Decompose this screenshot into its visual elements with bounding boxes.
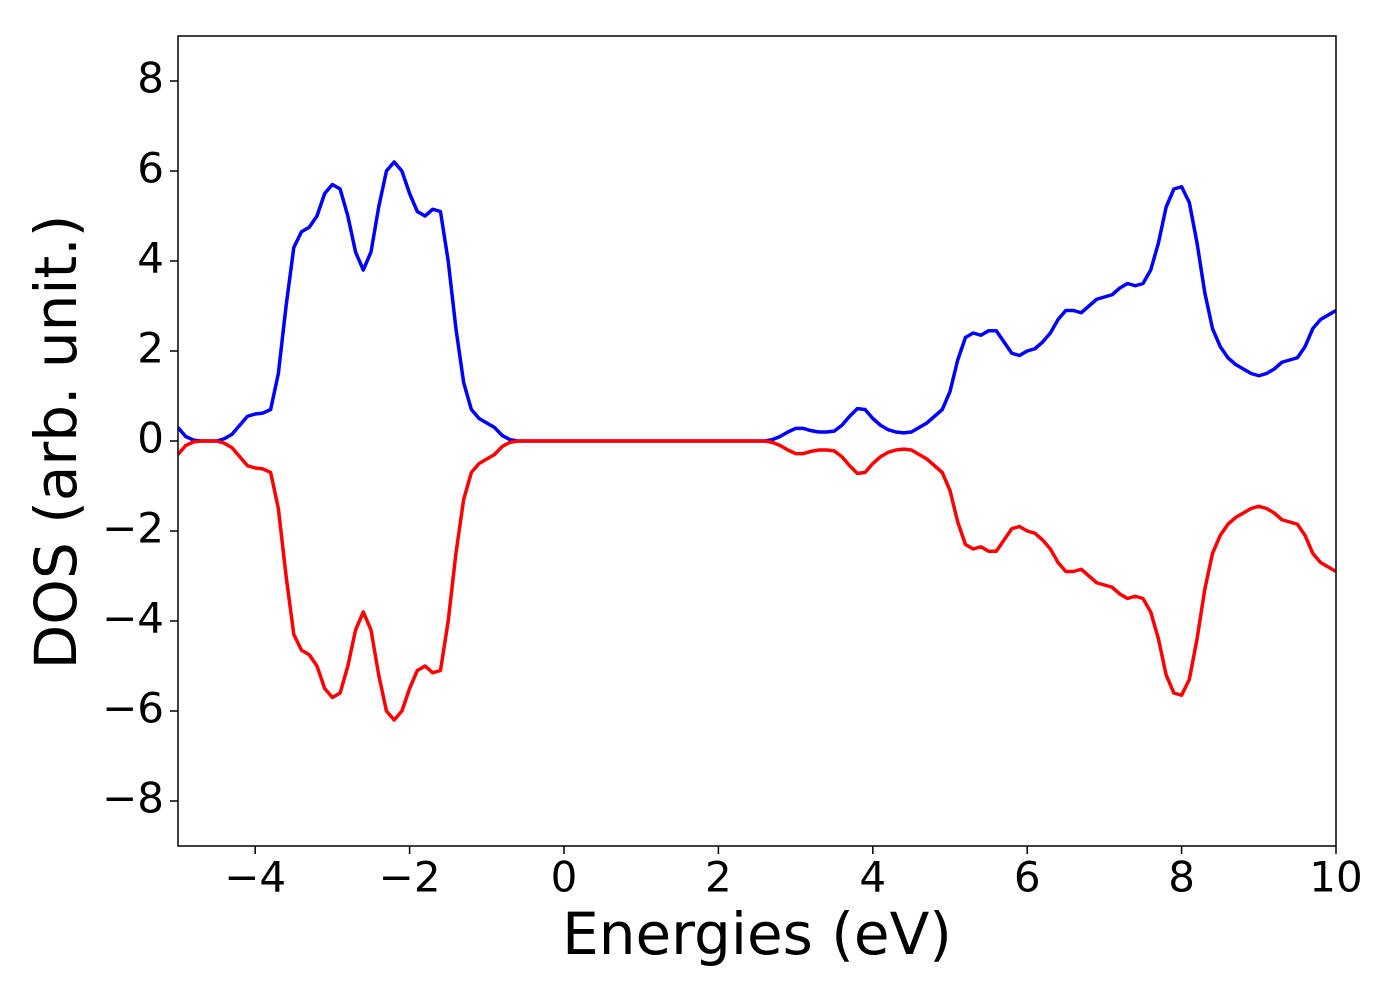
x-axis-label: Energies (eV) [562, 900, 952, 968]
plot-frame [177, 35, 1337, 847]
y-axis-label: DOS (arb. unit.) [22, 215, 90, 670]
x-tick-label: 10 [1309, 853, 1362, 902]
x-tick-label: −2 [379, 853, 441, 902]
x-tick-label: 4 [859, 853, 886, 902]
x-tick-label: 0 [551, 853, 578, 902]
y-tick-label: 6 [137, 144, 164, 193]
x-tick-label: 2 [705, 853, 732, 902]
dos-line [178, 439, 1336, 722]
y-tick-label: −4 [102, 594, 164, 643]
y-tick-label: −6 [102, 684, 164, 733]
x-tick-label: 8 [1168, 853, 1195, 902]
y-tick-label: 4 [137, 234, 164, 283]
dos-line [178, 160, 1336, 443]
y-tick-label: 2 [137, 324, 164, 373]
y-tick-label: 8 [137, 54, 164, 103]
y-tick-label: 0 [137, 414, 164, 463]
y-tick-label: −2 [102, 504, 164, 553]
y-tick-label: −8 [102, 774, 164, 823]
x-tick-label: 6 [1014, 853, 1041, 902]
x-tick-label: −4 [224, 853, 286, 902]
